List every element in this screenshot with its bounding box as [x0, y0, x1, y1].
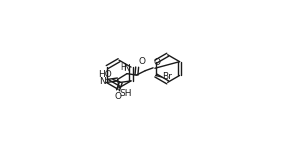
Text: O: O: [138, 57, 145, 66]
Text: O: O: [114, 92, 121, 101]
Text: N: N: [99, 77, 106, 86]
Text: Br: Br: [162, 72, 172, 81]
Text: N: N: [124, 64, 130, 73]
Text: HO: HO: [98, 70, 112, 79]
Text: SH: SH: [120, 89, 132, 98]
Text: O: O: [154, 58, 161, 67]
Text: H: H: [121, 63, 127, 73]
